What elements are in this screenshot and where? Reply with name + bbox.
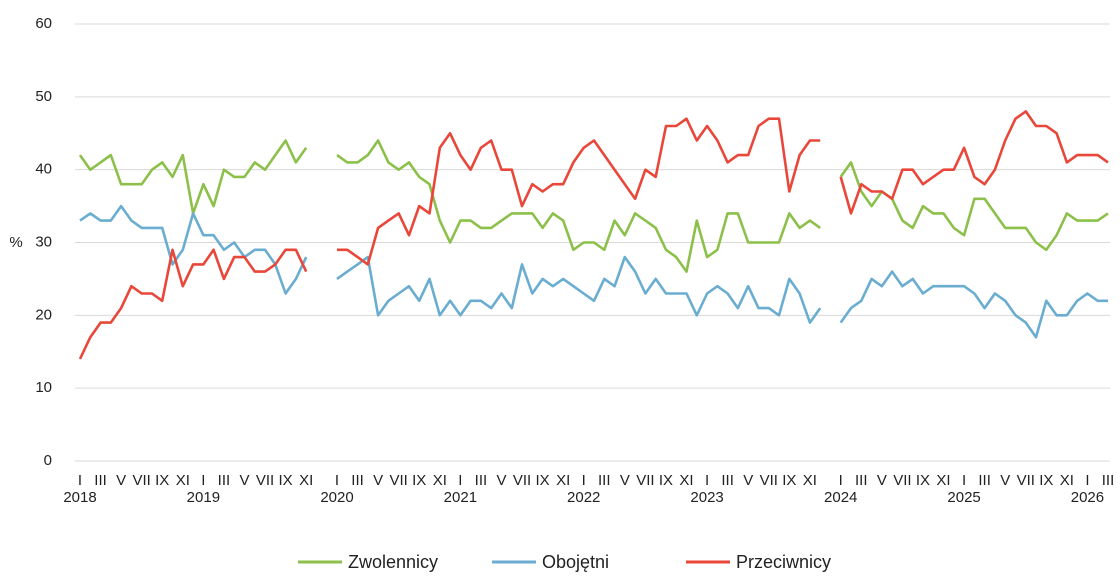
- x-tick-label: IX: [659, 472, 673, 489]
- y-tick-label: 0: [44, 452, 52, 469]
- y-tick-label: 20: [35, 306, 52, 323]
- x-tick-label: XI: [299, 472, 313, 489]
- x-group-label: 2022: [567, 489, 600, 506]
- x-tick-label: VII: [390, 472, 408, 489]
- x-tick-label: I: [962, 472, 966, 489]
- legend-label: Przeciwnicy: [736, 552, 831, 572]
- x-tick-label: VII: [893, 472, 911, 489]
- y-tick-label: 50: [35, 88, 52, 105]
- x-group-label: 2023: [690, 489, 723, 506]
- x-tick-label: V: [877, 472, 887, 489]
- x-tick-label: XI: [433, 472, 447, 489]
- x-tick-label: I: [705, 472, 709, 489]
- y-tick-label: 30: [35, 233, 52, 250]
- legend-label: Zwolennicy: [348, 552, 438, 572]
- x-tick-label: III: [94, 472, 107, 489]
- x-tick-label: VII: [256, 472, 274, 489]
- x-tick-label: IX: [536, 472, 550, 489]
- x-group-label: 2024: [824, 489, 857, 506]
- x-group-label: 2019: [187, 489, 220, 506]
- line: [79, 204, 1108, 339]
- x-tick-label: XI: [556, 472, 570, 489]
- x-tick-label: IX: [1039, 472, 1053, 489]
- x-tick-label: V: [1000, 472, 1010, 489]
- x-group-label: 2026: [1071, 489, 1104, 506]
- x-tick-label: IX: [916, 472, 930, 489]
- x-tick-label: III: [598, 472, 611, 489]
- x-tick-label: I: [78, 472, 82, 489]
- x-tick-label: V: [373, 472, 383, 489]
- x-tick-label: III: [475, 472, 488, 489]
- x-tick-label: VII: [760, 472, 778, 489]
- x-tick-label: V: [620, 472, 630, 489]
- y-tick-label: 10: [35, 379, 52, 396]
- line: [78, 139, 1109, 273]
- x-tick-label: XI: [679, 472, 693, 489]
- x-tick-label: IX: [155, 472, 169, 489]
- x-tick-label: III: [855, 472, 868, 489]
- x-tick-label: V: [239, 472, 249, 489]
- x-tick-label: I: [839, 472, 843, 489]
- x-tick-label: VII: [133, 472, 151, 489]
- x-tick-label: XI: [936, 472, 950, 489]
- x-tick-label: III: [351, 472, 364, 489]
- x-tick-label: III: [218, 472, 231, 489]
- x-group-label: 2018: [63, 489, 96, 506]
- x-tick-label: I: [458, 472, 462, 489]
- y-tick-label: 40: [35, 161, 52, 178]
- x-tick-label: V: [743, 472, 753, 489]
- x-tick-label: IX: [279, 472, 293, 489]
- x-tick-label: III: [721, 472, 734, 489]
- x-tick-label: VII: [513, 472, 531, 489]
- x-tick-label: IX: [412, 472, 426, 489]
- x-tick-label: IX: [782, 472, 796, 489]
- line: [78, 110, 1109, 360]
- x-tick-label: VII: [636, 472, 654, 489]
- x-tick-label: III: [978, 472, 991, 489]
- legend-label: Obojętni: [542, 552, 609, 572]
- x-tick-label: I: [335, 472, 339, 489]
- x-tick-label: XI: [1060, 472, 1074, 489]
- x-tick-label: XI: [176, 472, 190, 489]
- x-group-label: 2020: [320, 489, 353, 506]
- y-tick-label: 60: [35, 15, 52, 32]
- x-tick-label: I: [582, 472, 586, 489]
- y-axis-label: %: [9, 234, 22, 251]
- x-tick-label: V: [496, 472, 506, 489]
- x-group-label: 2021: [444, 489, 477, 506]
- x-tick-label: I: [201, 472, 205, 489]
- x-group-label: 2025: [947, 489, 980, 506]
- x-tick-label: V: [116, 472, 126, 489]
- x-tick-label: VII: [1017, 472, 1035, 489]
- x-tick-label: I: [1085, 472, 1089, 489]
- x-tick-label: III: [1102, 472, 1115, 489]
- x-tick-label: XI: [803, 472, 817, 489]
